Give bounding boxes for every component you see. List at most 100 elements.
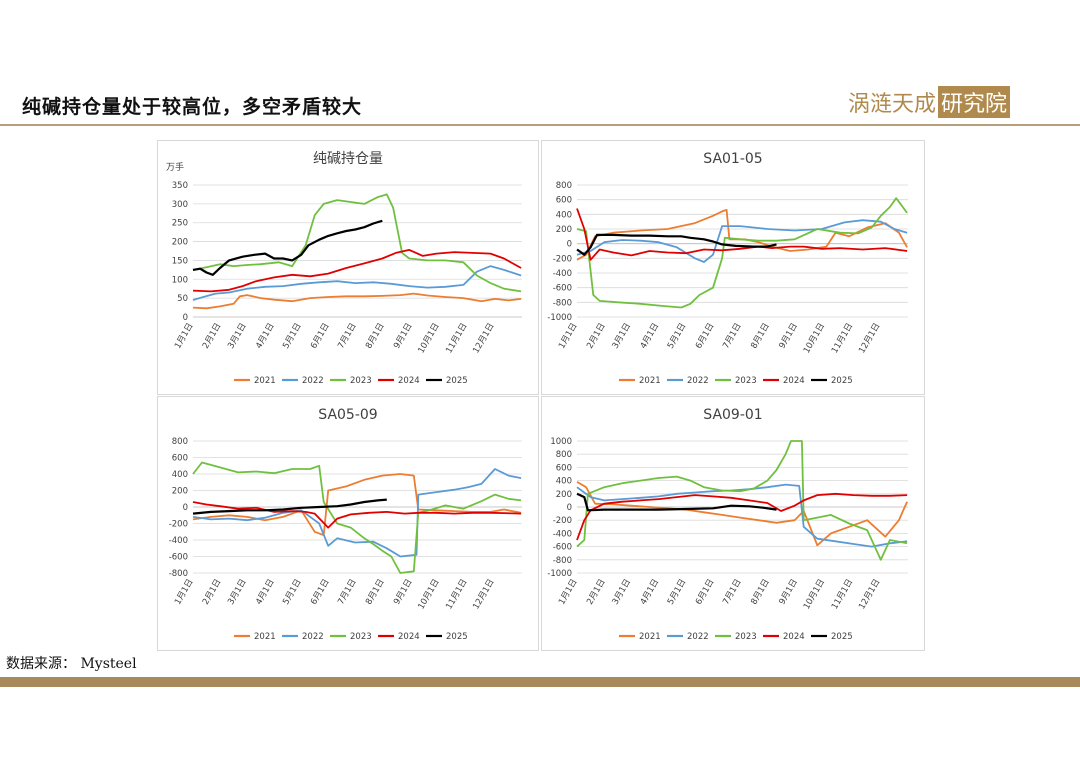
x-tick-label: 8月1日 [364, 578, 387, 607]
y-tick-label: 50 [177, 294, 188, 304]
x-tick-label: 6月1日 [309, 578, 332, 607]
x-tick-label: 1月1日 [557, 578, 580, 607]
y-tick-label: 1000 [550, 437, 572, 447]
legend-label-2024: 2024 [783, 376, 805, 386]
chart-panel-sa01-05: SA01-05 -1000 -800 -600 -400 -200 0 200 400 600 80… [541, 140, 925, 395]
legend-label-2024: 2024 [398, 376, 420, 386]
footer-bar [0, 677, 1080, 687]
series-line-2024 [192, 501, 522, 529]
legend-label-2025: 2025 [446, 632, 468, 642]
y-tick-label: 600 [556, 463, 572, 473]
x-tick-label: 3月1日 [611, 322, 634, 351]
series-line-2025 [576, 233, 777, 256]
series-line-2022 [192, 468, 522, 558]
y-unit-label: 万手 [166, 161, 184, 173]
x-tick-label: 3月1日 [226, 322, 249, 351]
legend-label-2024: 2024 [398, 632, 420, 642]
x-tick-label: 11月1日 [444, 578, 469, 612]
x-tick-label: 10月1日 [416, 322, 441, 356]
y-tick-label: 600 [172, 454, 188, 464]
legend-label-2025: 2025 [446, 376, 468, 386]
x-tick-label: 7月1日 [336, 322, 359, 351]
legend-label-2023: 2023 [350, 376, 372, 386]
y-tick-label: 350 [172, 181, 188, 191]
x-tick-label: 11月1日 [830, 578, 855, 612]
y-tick-label: 800 [556, 181, 572, 191]
series-line-2021 [192, 292, 522, 310]
x-tick-label: 2月1日 [585, 322, 608, 351]
x-tick-label: 12月1日 [857, 578, 882, 612]
x-tick-label: 12月1日 [471, 322, 496, 356]
chart-svg: SA09-01 -1000 -800 -600 -400 -200 0 200 400 600 80… [547, 407, 908, 642]
chart-panel-sa09-01: SA09-01 -1000 -800 -600 -400 -200 0 200 400 600 80… [541, 396, 925, 651]
chart-title: SA09-01 [703, 407, 762, 423]
chart-title: SA01-05 [703, 151, 762, 167]
series-line-2024 [576, 492, 908, 541]
chart-title: 纯碱持仓量 [313, 151, 383, 167]
brand-logo: 涡涟天成 研究院 [848, 86, 1011, 118]
header-divider [0, 124, 1080, 126]
chart-title: SA05-09 [318, 407, 377, 423]
y-tick-label: 150 [172, 256, 188, 266]
y-tick-label: 0 [183, 313, 188, 323]
legend-label-2023: 2023 [735, 632, 757, 642]
x-tick-label: 9月1日 [392, 578, 415, 607]
y-tick-label: -200 [169, 520, 188, 530]
x-tick-label: 1月1日 [173, 322, 196, 351]
x-tick-label: 7月1日 [721, 578, 744, 607]
y-tick-label: -200 [553, 516, 572, 526]
x-tick-label: 8月1日 [749, 578, 772, 607]
y-tick-label: 200 [172, 238, 188, 248]
x-tick-label: 10月1日 [416, 578, 441, 612]
legend-label-2025: 2025 [831, 376, 853, 386]
logo-box: 研究院 [938, 86, 1011, 118]
y-tick-label: 200 [556, 490, 572, 500]
series-line-2024 [576, 208, 908, 261]
x-tick-label: 4月1日 [254, 578, 277, 607]
series-line-2023 [576, 197, 908, 309]
page-title: 纯碱持仓量处于较高位，多空矛盾较大 [22, 96, 363, 118]
y-tick-label: -800 [169, 569, 188, 579]
x-tick-label: 4月1日 [639, 322, 662, 351]
y-tick-label: 100 [172, 275, 188, 285]
x-tick-label: 9月1日 [777, 578, 800, 607]
series-line-2025 [192, 219, 383, 276]
series-line-2023 [192, 461, 522, 574]
y-tick-label: -800 [553, 556, 572, 566]
legend-label-2021: 2021 [254, 376, 276, 386]
y-tick-label: 250 [172, 219, 188, 229]
x-tick-label: 12月1日 [857, 322, 882, 356]
x-tick-label: 10月1日 [802, 322, 827, 356]
x-tick-label: 5月1日 [666, 322, 689, 351]
series-line-2025 [576, 492, 777, 512]
y-tick-label: 800 [172, 437, 188, 447]
x-tick-label: 1月1日 [557, 322, 580, 351]
y-tick-label: -800 [553, 298, 572, 308]
y-tick-label: 200 [172, 487, 188, 497]
x-tick-label: 6月1日 [694, 322, 717, 351]
y-tick-label: 400 [556, 210, 572, 220]
x-tick-label: 2月1日 [201, 578, 224, 607]
y-tick-label: 200 [556, 225, 572, 235]
series-line-2021 [576, 481, 908, 547]
y-tick-label: -600 [169, 553, 188, 563]
legend-label-2025: 2025 [831, 632, 853, 642]
y-tick-label: 300 [172, 200, 188, 210]
chart-svg: SA05-09 -800 -600 -400 -200 0 200 400 600 800 1月1日… [169, 407, 522, 642]
x-tick-label: 5月1日 [281, 322, 304, 351]
legend-label-2023: 2023 [350, 632, 372, 642]
y-tick-label: -600 [553, 543, 572, 553]
legend-label-2022: 2022 [302, 376, 324, 386]
x-tick-label: 2月1日 [201, 322, 224, 351]
y-tick-label: 0 [183, 503, 188, 513]
y-tick-label: -400 [169, 536, 188, 546]
series-line-2022 [192, 265, 522, 301]
x-tick-label: 5月1日 [666, 578, 689, 607]
x-tick-label: 11月1日 [830, 322, 855, 356]
chart-svg: SA01-05 -1000 -800 -600 -400 -200 0 200 400 600 80… [547, 151, 908, 386]
legend-label-2024: 2024 [783, 632, 805, 642]
x-tick-label: 7月1日 [721, 322, 744, 351]
x-tick-label: 3月1日 [611, 578, 634, 607]
x-tick-label: 2月1日 [585, 578, 608, 607]
